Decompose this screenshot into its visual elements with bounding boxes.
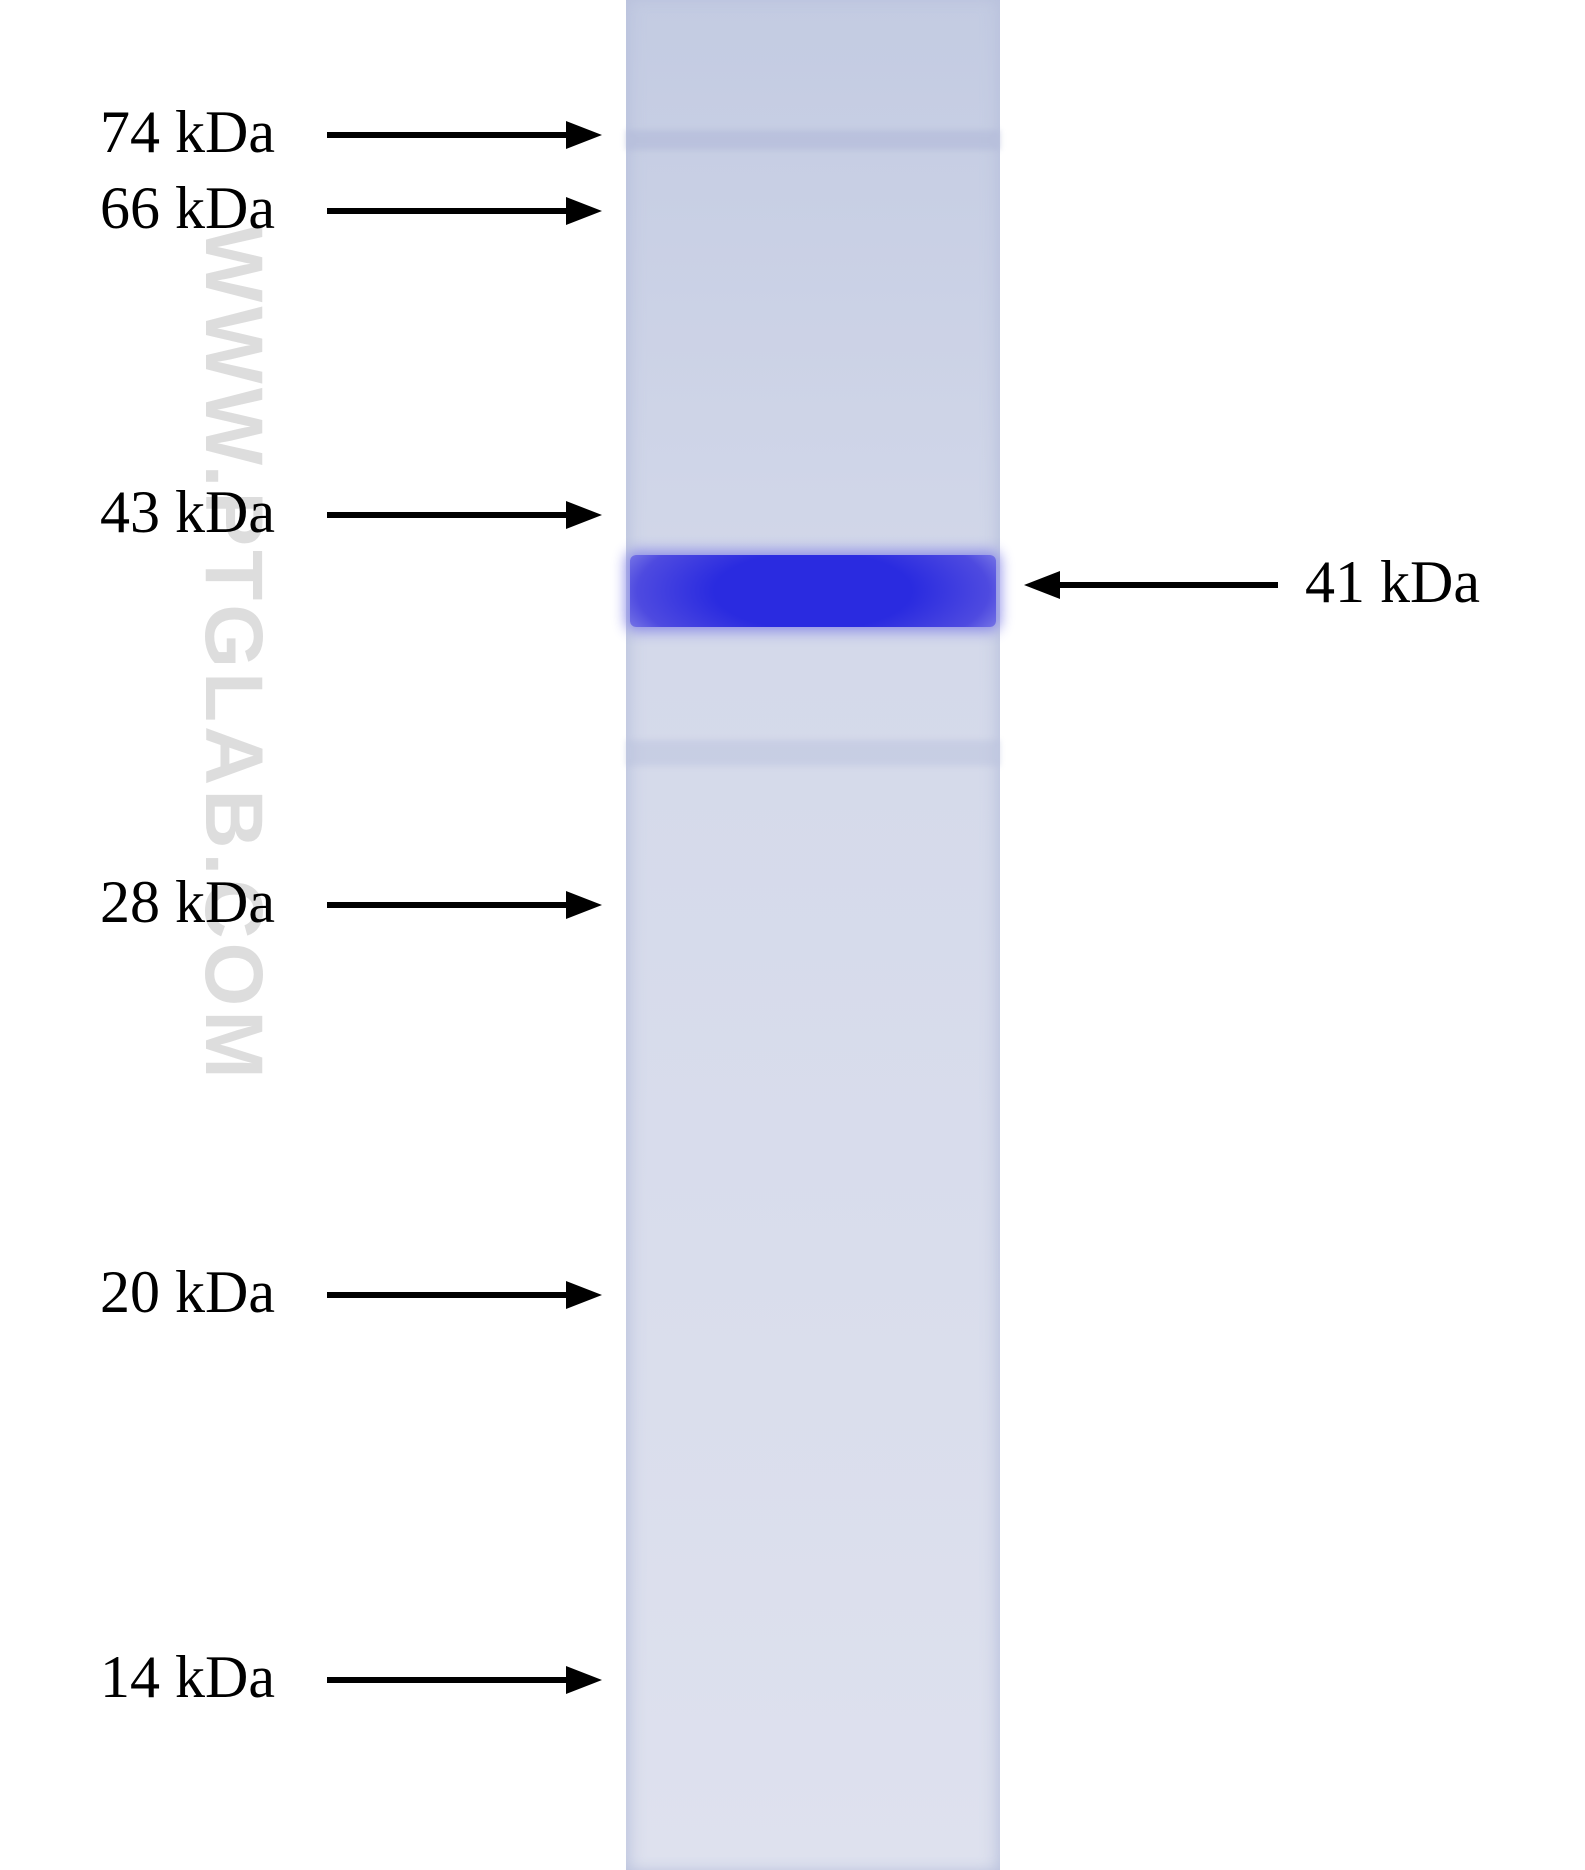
marker-label: 28 kDa [100, 868, 275, 937]
marker-arrow [323, 885, 606, 925]
marker-label: 66 kDa [100, 174, 275, 243]
marker-arrow [323, 191, 606, 231]
marker-arrow [323, 1660, 606, 1700]
watermark-text: WWW.PTGLAB.COM [186, 225, 280, 1083]
marker-arrow [323, 115, 606, 155]
result-arrow [1020, 565, 1282, 605]
result-label: 41 kDa [1305, 548, 1480, 617]
marker-label: 43 kDa [100, 478, 275, 547]
marker-arrow [323, 1275, 606, 1315]
gel-lane [626, 0, 1000, 1870]
marker-label: 14 kDa [100, 1643, 275, 1712]
faint-band [626, 130, 1000, 150]
gel-image-container: WWW.PTGLAB.COM 74 kDa 66 kDa 43 kDa 28 kDa 2… [0, 0, 1585, 1870]
faint-band [626, 740, 1000, 766]
marker-label: 74 kDa [100, 98, 275, 167]
marker-arrow [323, 495, 606, 535]
main-protein-band [630, 555, 996, 627]
marker-label: 20 kDa [100, 1258, 275, 1327]
